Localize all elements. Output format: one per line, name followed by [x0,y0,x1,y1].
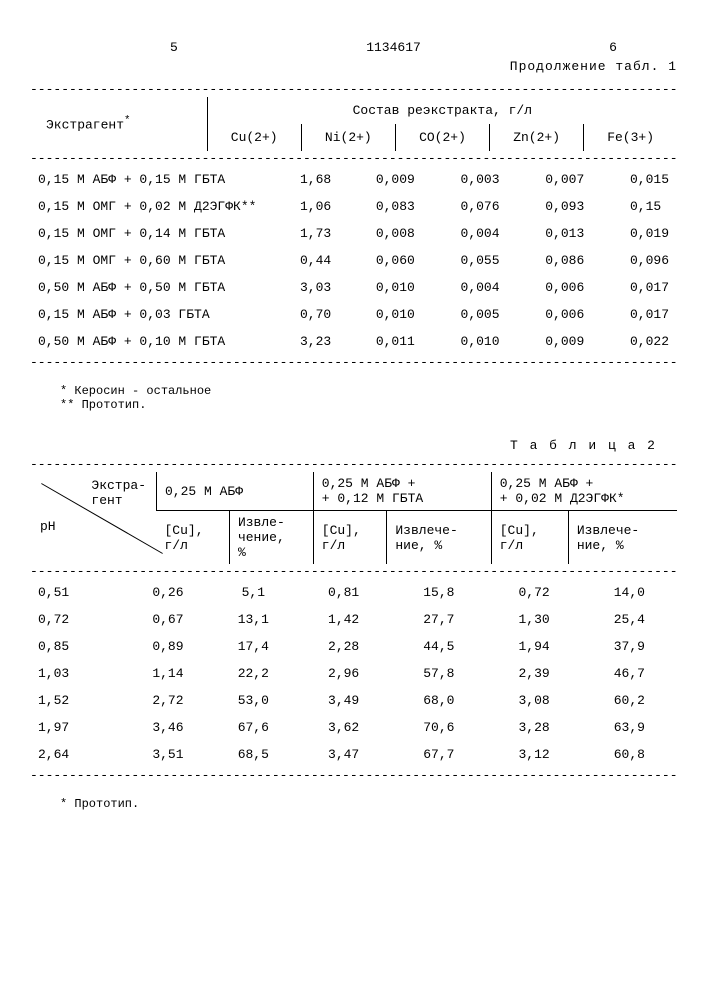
divider [30,82,677,97]
table2-title: Т а б л и ц а 2 [30,438,657,453]
table-2-body: 0,510,265,10,8115,80,7214,00,720,6713,11… [30,579,677,768]
divider [30,151,677,166]
table-row: 0,15 М ОМГ + 0,14 М ГБТА1,730,0080,0040,… [30,220,677,247]
table-2-header: Экстра- гент pH 0,25 М АБФ 0,25 М АБФ + … [30,472,677,564]
divider [30,768,677,783]
divider [30,355,677,370]
table-1: Экстрагент* Состав реэкстракта, г/л Cu(2… [30,97,677,151]
header-extragent: Экстра- гент [91,478,146,508]
table-row: 0,15 М АБФ + 0,15 М ГБТА1,680,0090,0030,… [30,166,677,193]
sub-cu-2: [Cu], г/л [313,511,387,565]
table-row: 0,50 М АБФ + 0,50 М ГБТА3,030,0100,0040,… [30,274,677,301]
table-row: 0,15 М ОМГ + 0,60 М ГБТА0,440,0600,0550,… [30,247,677,274]
table-row: 0,720,6713,11,4227,71,3025,4 [30,606,677,633]
col-ni: Ni(2+) [301,124,395,151]
group-2: 0,25 М АБФ + + 0,12 М ГБТА [313,472,491,511]
footnote2-prototype: * Прототип. [60,797,677,811]
sub-cu-1: [Cu], г/л [157,511,230,565]
col-zn: Zn(2+) [490,124,584,151]
footnote-prototype: ** Прототип. [60,398,677,412]
table-1-body: 0,15 М АБФ + 0,15 М ГБТА1,680,0090,0030,… [30,166,677,355]
col-fe: Fe(3+) [584,124,677,151]
table-row: 0,15 М ОМГ + 0,02 М Д2ЭГФК**1,060,0830,0… [30,193,677,220]
page-right: 6 [609,40,617,55]
table-row: 1,522,7253,03,4968,03,0860,2 [30,687,677,714]
divider [30,457,677,472]
continuation-label: Продолжение табл. 1 [30,59,677,74]
sub-ext-2: Извлече- ние, % [387,511,491,565]
col-co: CO(2+) [395,124,489,151]
table-row: 0,15 М АБФ + 0,03 ГБТА0,700,0100,0050,00… [30,301,677,328]
divider [30,564,677,579]
header-ph: pH [40,519,56,534]
table-row: 0,510,265,10,8115,80,7214,0 [30,579,677,606]
sub-ext-1: Извле- чение, % [229,511,313,565]
footnote-kerosin: * Керосин - остальное [60,384,677,398]
table-row: 2,643,5168,53,4767,73,1260,8 [30,741,677,768]
group-1: 0,25 М АБФ [157,472,314,511]
page-left: 5 [170,40,178,55]
col-composition: Состав реэкстракта, г/л [207,97,677,124]
table-row: 1,031,1422,22,9657,82,3946,7 [30,660,677,687]
table-row: 0,850,8917,42,2844,51,9437,9 [30,633,677,660]
sub-cu-3: [Cu], г/л [491,511,568,565]
table-row: 1,973,4667,63,6270,63,2863,9 [30,714,677,741]
col-extragent: Экстрагент [46,118,124,133]
sub-ext-3: Извлече- ние, % [568,511,677,565]
table-row: 0,50 М АБФ + 0,10 М ГБТА3,230,0110,0100,… [30,328,677,355]
col-cu: Cu(2+) [207,124,301,151]
group-3: 0,25 М АБФ + + 0,02 М Д2ЭГФК* [491,472,677,511]
doc-number: 1134617 [366,40,421,55]
